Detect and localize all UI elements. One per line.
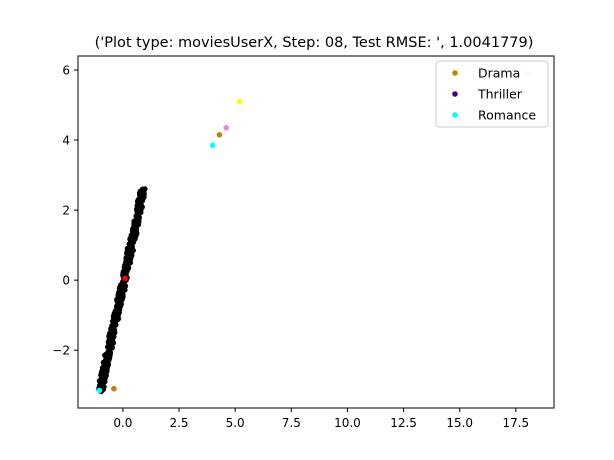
data-point (96, 387, 103, 394)
data-point (122, 275, 128, 282)
cluster-point (120, 270, 127, 277)
x-axis: 0.0 2.5 5.0 7.5 10.0 12.5 15.0 17.5 (113, 408, 529, 430)
x-tick-label: 17.5 (502, 416, 529, 430)
cluster-point (105, 357, 111, 364)
axes-frame (77, 55, 555, 409)
cluster-point (117, 289, 124, 296)
cluster-point (125, 253, 132, 260)
legend-box (435, 60, 549, 128)
y-axis: −2 0 2 4 6 (52, 64, 78, 358)
x-tick-label: 10.0 (334, 416, 361, 430)
x-tick-label: 2.5 (169, 416, 188, 430)
legend: Drama Thriller Romance (435, 60, 549, 128)
x-tick-label: 7.5 (282, 416, 301, 430)
chart-title: ('Plot type: moviesUserX, Step: 08, Test… (95, 35, 534, 51)
y-tick-label: 4 (62, 134, 70, 148)
cluster-point (102, 363, 109, 370)
data-point (223, 125, 229, 131)
y-tick-label: −2 (52, 344, 70, 358)
x-tick-label: 15.0 (446, 416, 473, 430)
legend-marker (452, 112, 458, 118)
cluster-point (141, 187, 147, 193)
cluster-point (101, 384, 107, 390)
legend-marker (452, 70, 458, 76)
cluster-point (120, 281, 126, 287)
x-tick-label: 12.5 (390, 416, 417, 430)
cluster-point (125, 258, 132, 265)
cluster-point (106, 343, 112, 350)
cluster-point (128, 232, 135, 239)
y-tick-label: 6 (62, 64, 70, 78)
data-point (111, 385, 117, 392)
data-point (236, 98, 243, 105)
cluster-point (135, 204, 141, 210)
cluster-point (116, 299, 122, 306)
x-tick-label: 0.0 (113, 416, 132, 430)
y-tick-label: 2 (62, 204, 70, 218)
cluster-point (112, 322, 119, 328)
x-tick-label: 5.0 (226, 416, 245, 430)
cluster-point (103, 351, 109, 358)
cluster-point (116, 304, 123, 310)
cluster-point (107, 338, 114, 345)
cluster-point (121, 264, 128, 271)
cluster-point (140, 194, 147, 201)
legend-label: Romance (478, 108, 536, 123)
legend-marker (452, 91, 458, 97)
legend-label: Thriller (477, 87, 523, 102)
data-point (209, 142, 216, 149)
cluster-point (130, 226, 136, 232)
plot-marks (96, 70, 530, 395)
cluster-point (98, 373, 105, 380)
cluster-point (111, 312, 117, 318)
cluster-point (136, 198, 143, 205)
y-tick-label: 0 (62, 274, 70, 288)
cluster-point (126, 248, 133, 254)
data-point (216, 132, 223, 138)
cluster-point (135, 221, 141, 227)
cluster-point (107, 331, 114, 337)
legend-label: Drama (478, 66, 520, 81)
cluster-point (135, 216, 142, 222)
